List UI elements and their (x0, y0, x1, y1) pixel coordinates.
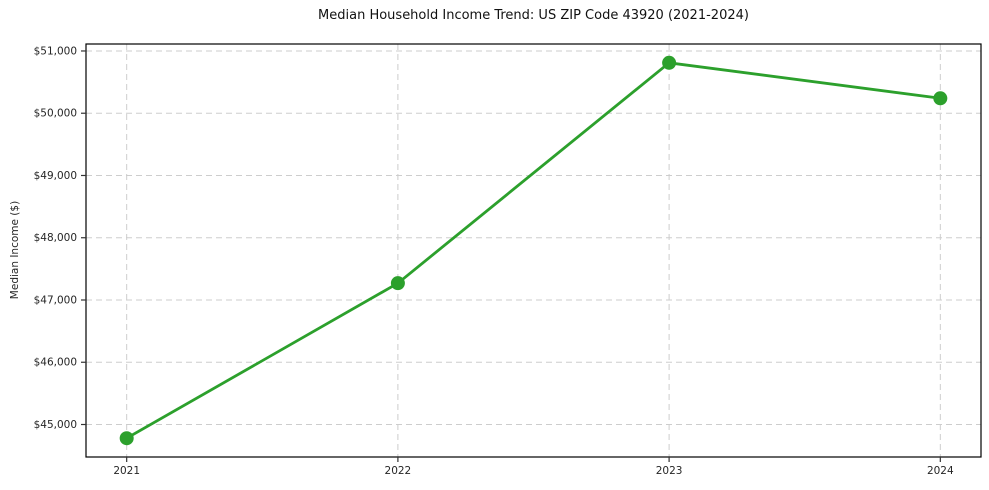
y-tick-label: $47,000 (34, 294, 77, 306)
plot-border (85, 43, 982, 458)
chart-title: Median Household Income Trend: US ZIP Co… (318, 8, 749, 23)
y-tick-label: $50,000 (34, 108, 77, 120)
y-tick-label: $51,000 (34, 45, 77, 57)
y-tick-label: $46,000 (34, 357, 77, 369)
data-point-2024 (933, 91, 948, 106)
x-tick-label: 2021 (113, 465, 140, 477)
y-axis-label: Median Income ($) (9, 200, 21, 300)
x-tick-label: 2023 (656, 465, 683, 477)
data-point-2022 (390, 276, 405, 291)
data-point-2021 (119, 431, 134, 446)
y-tick-label: $49,000 (34, 170, 77, 182)
trend-line (125, 61, 942, 440)
x-tick-label: 2022 (385, 465, 412, 477)
y-tick-label: $45,000 (34, 419, 77, 431)
x-tick-label: 2024 (927, 465, 954, 477)
y-tick-label: $48,000 (34, 232, 77, 244)
data-point-2023 (662, 55, 677, 70)
